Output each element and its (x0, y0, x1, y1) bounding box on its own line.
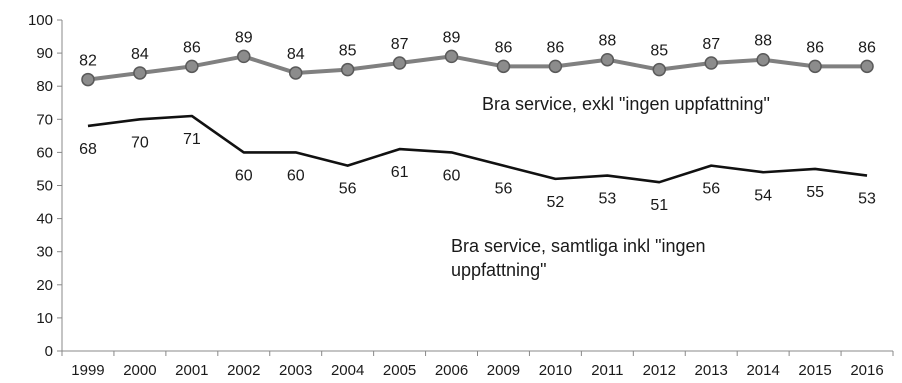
series-layer (81, 49, 874, 184)
x-tick-label: 2003 (279, 362, 312, 379)
data-label-inkl: 60 (287, 167, 305, 184)
data-point-exkl (185, 59, 199, 74)
series-line-exkl (87, 54, 868, 82)
data-point-exkl (444, 49, 459, 64)
data-label-inkl: 61 (391, 164, 409, 181)
x-tick-label: 2004 (331, 362, 364, 379)
y-tick-label: 100 (28, 12, 53, 29)
data-label-inkl: 53 (598, 191, 616, 208)
y-tick-label: 80 (36, 78, 53, 95)
data-label-exkl: 84 (131, 46, 149, 63)
y-tick-label: 60 (36, 144, 53, 161)
data-point-exkl (133, 66, 147, 80)
annotations: Bra service, exkl "ingen uppfattning" Bra… (451, 94, 770, 280)
data-label-exkl: 88 (754, 33, 772, 50)
data-label-inkl: 68 (79, 141, 97, 158)
data-label-exkl: 86 (547, 39, 565, 56)
annotation-line: Bra service, exkl "ingen uppfattning" (482, 94, 770, 114)
data-point-exkl (237, 49, 251, 64)
data-label-inkl: 56 (339, 181, 357, 198)
x-tick-label: 2013 (695, 362, 728, 379)
data-point-exkl (860, 59, 874, 74)
annotation-exkl: Bra service, exkl "ingen uppfattning" (482, 94, 770, 114)
data-label-inkl: 55 (806, 184, 824, 201)
data-label-exkl: 85 (650, 43, 668, 60)
axes: 0 10 20 30 40 50 60 70 80 90 100 1999 2000 2001 2002 20… (28, 12, 894, 379)
data-label-inkl: 56 (702, 181, 720, 198)
data-point-exkl (392, 56, 407, 70)
data-label-inkl: 60 (443, 167, 461, 184)
data-label-exkl: 87 (702, 36, 720, 53)
data-label-exkl: 89 (235, 29, 253, 46)
data-labels: 82 84 86 89 84 85 87 89 86 86 88 85 87 88 86 86 68 70 71 60… (79, 29, 876, 214)
data-label-inkl: 51 (650, 197, 668, 214)
data-label-exkl: 86 (183, 39, 201, 56)
data-label-exkl: 85 (339, 43, 357, 60)
y-tick-label: 0 (45, 343, 53, 360)
data-label-inkl: 53 (858, 191, 876, 208)
y-tick-label: 40 (36, 211, 53, 228)
x-tick-label: 2002 (227, 362, 260, 379)
data-point-exkl (548, 59, 563, 74)
data-point-exkl (704, 56, 718, 70)
y-tick-label: 30 (36, 244, 53, 261)
y-tick-label: 10 (36, 310, 53, 327)
x-tick-label: 2014 (746, 362, 779, 379)
x-tick-label: 2005 (383, 362, 416, 379)
data-point-exkl (496, 59, 511, 74)
data-label-inkl: 60 (235, 167, 253, 184)
x-tick-label: 2011 (591, 362, 623, 379)
x-tick-label: 2012 (643, 362, 676, 379)
data-label-inkl: 56 (495, 181, 513, 198)
y-tick-label: 50 (36, 178, 53, 195)
x-tick-label: 2001 (175, 362, 208, 379)
x-tick-label: 1999 (71, 362, 104, 379)
data-label-exkl: 82 (79, 53, 97, 70)
data-label-exkl: 87 (391, 36, 409, 53)
x-tick-label: 2016 (850, 362, 883, 379)
data-label-exkl: 86 (495, 39, 513, 56)
data-point-exkl (340, 62, 355, 77)
data-point-exkl (652, 62, 667, 77)
data-point-exkl (756, 52, 770, 67)
data-label-exkl: 86 (858, 39, 876, 56)
x-tick-label: 2006 (435, 362, 468, 379)
series-line-inkl (87, 114, 868, 184)
data-label-exkl: 86 (806, 39, 824, 56)
x-tick-label: 2000 (123, 362, 156, 379)
y-tick-label: 20 (36, 277, 53, 294)
data-label-exkl: 84 (287, 46, 305, 63)
y-tick-label: 90 (36, 45, 53, 62)
annotation-inkl: Bra service, samtliga inkl "ingen uppfatt… (451, 236, 706, 280)
data-point-exkl (808, 59, 822, 74)
x-tick-label: 2015 (798, 362, 831, 379)
data-label-inkl: 70 (131, 134, 149, 151)
annotation-line: uppfattning" (451, 260, 546, 280)
x-tick-label: 2009 (487, 362, 520, 379)
data-label-exkl: 89 (443, 29, 461, 46)
data-point-exkl (288, 66, 303, 80)
data-point-exkl (600, 52, 615, 67)
data-label-inkl: 71 (183, 131, 201, 148)
x-tick-label: 2010 (539, 362, 572, 379)
data-label-inkl: 54 (754, 187, 772, 204)
y-tick-label: 70 (36, 111, 53, 128)
data-label-exkl: 88 (598, 33, 616, 50)
annotation-line: Bra service, samtliga inkl "ingen (451, 236, 706, 256)
data-point-exkl (81, 72, 95, 87)
data-label-inkl: 52 (547, 194, 565, 211)
